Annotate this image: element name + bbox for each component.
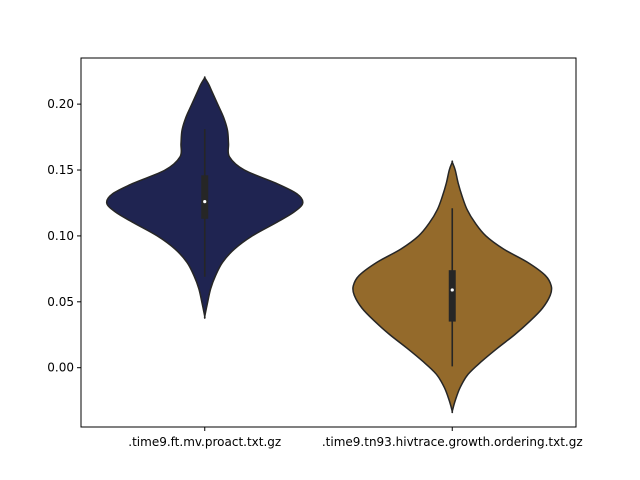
y-tick-label-2: 0.10 bbox=[47, 229, 74, 243]
x-axis: .time9.ft.mv.proact.txt.gz .time9.tn93.hi… bbox=[128, 427, 583, 449]
y-tick-label-4: 0.20 bbox=[47, 97, 74, 111]
violin-median-1 bbox=[450, 288, 454, 292]
y-axis: 0.00 0.05 0.10 0.15 0.20 bbox=[47, 97, 81, 375]
violin-iqr-box-0 bbox=[201, 175, 209, 219]
y-tick-label-1: 0.05 bbox=[47, 295, 74, 309]
violin-median-0 bbox=[203, 200, 207, 204]
violin-iqr-box-1 bbox=[448, 270, 456, 322]
violins-layer bbox=[105, 76, 553, 414]
plot-frame bbox=[80, 57, 577, 428]
x-tick-label-1: .time9.tn93.hivtrace.growth.ordering.txt… bbox=[322, 435, 583, 449]
y-tick-label-3: 0.15 bbox=[47, 163, 74, 177]
y-tick-label-0: 0.00 bbox=[47, 361, 74, 375]
plot-background bbox=[81, 58, 576, 427]
x-tick-label-0: .time9.ft.mv.proact.txt.gz bbox=[128, 435, 281, 449]
